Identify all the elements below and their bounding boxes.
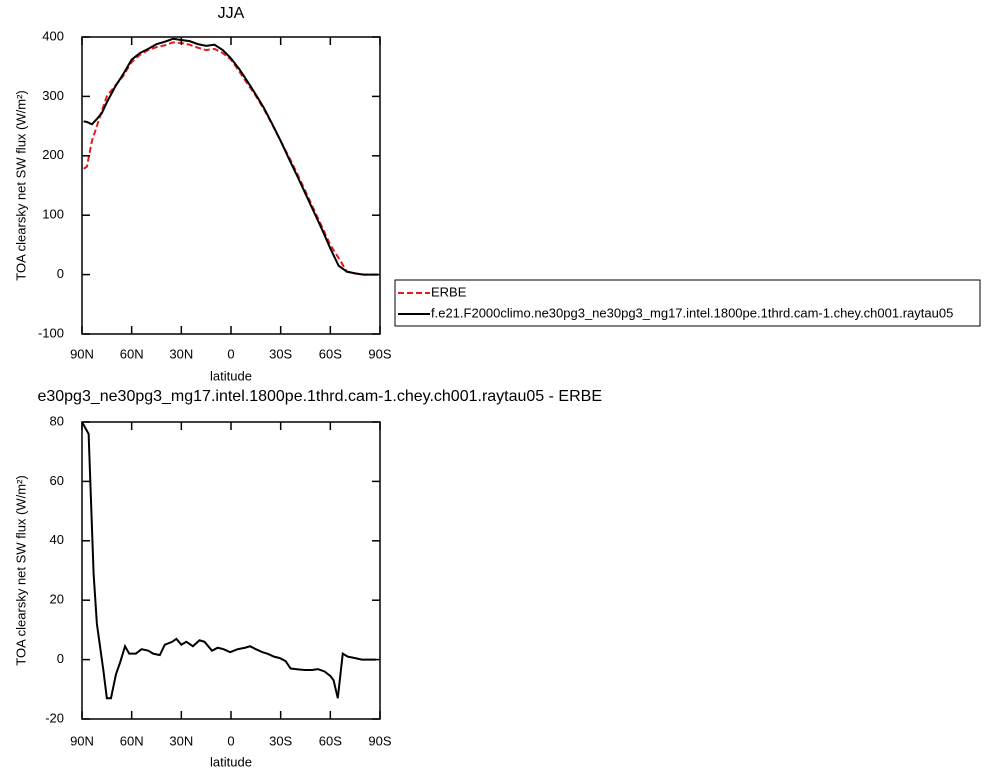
- x-tick-label: 60N: [120, 346, 144, 361]
- x-tick-label: 90S: [368, 346, 391, 361]
- x-tick-label: 30S: [269, 346, 292, 361]
- y-axis-label: TOA clearsky net SW flux (W/m²): [13, 475, 28, 665]
- y-tick-label: 200: [42, 147, 64, 162]
- data-line: [83, 41, 379, 276]
- y-tick-label: 0: [57, 651, 64, 666]
- chart-title: e30pg3_ne30pg3_mg17.intel.1800pe.1thrd.c…: [37, 388, 602, 405]
- y-tick-label: 60: [50, 473, 64, 488]
- x-tick-label: 30N: [169, 733, 193, 748]
- y-tick-label: -100: [38, 325, 64, 340]
- y-tick-label: 0: [57, 266, 64, 281]
- y-tick-label: 300: [42, 88, 64, 103]
- y-tick-label: -20: [45, 710, 64, 725]
- x-tick-label: 90S: [368, 733, 391, 748]
- x-tick-label: 90N: [70, 346, 94, 361]
- plot-frame: [81, 421, 381, 720]
- x-axis-label: latitude: [210, 368, 252, 383]
- x-tick-label: 90N: [70, 733, 94, 748]
- x-tick-label: 0: [227, 733, 234, 748]
- x-tick-label: 60S: [319, 733, 342, 748]
- y-tick-label: 400: [42, 28, 64, 43]
- y-tick-label: 80: [50, 413, 64, 428]
- data-line: [81, 421, 376, 700]
- x-tick-label: 30N: [169, 346, 193, 361]
- y-axis-label: TOA clearsky net SW flux (W/m²): [13, 90, 28, 280]
- y-tick-label: 100: [42, 207, 64, 222]
- x-tick-label: 60N: [120, 733, 144, 748]
- legend-box: [394, 279, 981, 327]
- x-tick-label: 30S: [269, 733, 292, 748]
- plot-frame: [81, 36, 381, 335]
- x-tick-label: 60S: [319, 346, 342, 361]
- legend-label: f.e21.F2000climo.ne30pg3_ne30pg3_mg17.in…: [431, 305, 953, 320]
- y-tick-label: 40: [50, 532, 64, 547]
- x-axis-label: latitude: [210, 754, 252, 769]
- data-line: [83, 37, 379, 276]
- legend-label: ERBE: [431, 284, 467, 299]
- chart-title: JJA: [218, 5, 245, 22]
- y-tick-label: 20: [50, 592, 64, 607]
- x-tick-label: 0: [227, 346, 234, 361]
